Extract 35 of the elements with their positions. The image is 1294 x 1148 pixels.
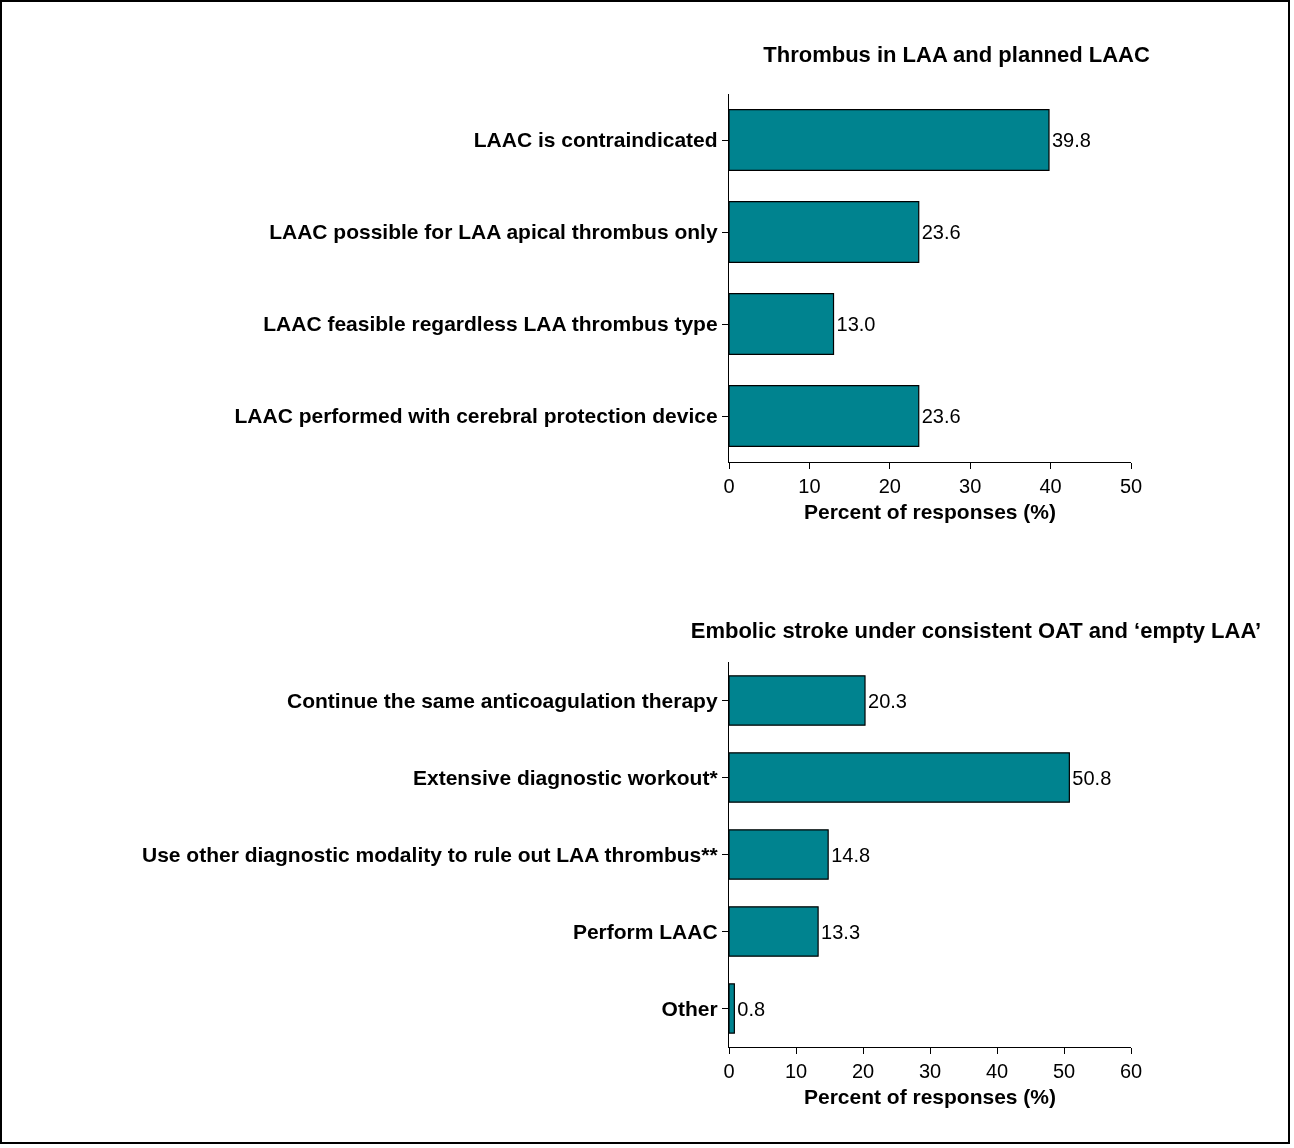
y-tick-label: LAAC feasible regardless LAA thrombus type [263, 312, 718, 336]
x-tick-label: 60 [1119, 1060, 1143, 1083]
x-tick-label: 0 [723, 1060, 735, 1083]
y-tick-label: Continue the same anticoagulation therapy [287, 688, 718, 712]
y-tick-label: LAAC is contraindicated [473, 128, 718, 152]
x-tick-label: 40 [1039, 475, 1062, 498]
data-label: 13.0 [836, 313, 876, 335]
x-tick-label: 50 [1119, 475, 1143, 498]
data-label: 14.8 [831, 843, 871, 866]
x-tick-label: 0 [723, 475, 735, 498]
x-tick-label: 40 [985, 1060, 1009, 1083]
y-tick-label: Use other diagnostic modality to rule out LAA thrombus** [142, 842, 719, 866]
x-axis-title: Percent of responses (%) [803, 500, 1057, 524]
data-label: 39.8 [1051, 129, 1091, 151]
data-label: 20.3 [868, 689, 907, 712]
data-label: 13.3 [821, 920, 861, 943]
y-tick-label: Other [661, 996, 718, 1020]
x-tick-label: 50 [1052, 1060, 1076, 1083]
x-tick-label: 30 [959, 475, 982, 498]
data-label: 23.6 [921, 405, 961, 427]
x-tick-label: 10 [784, 1060, 808, 1083]
data-label: 50.8 [1072, 766, 1112, 789]
x-tick-label: 20 [851, 1060, 875, 1083]
y-tick-label: Extensive diagnostic workout* [413, 765, 719, 789]
x-tick-label: 30 [918, 1060, 942, 1083]
x-tick-label: 10 [798, 475, 821, 498]
data-label: 0.8 [737, 997, 766, 1020]
chart-title: Embolic stroke under consistent OAT and ‘empty LAA’ [690, 617, 1262, 643]
chart-title: Thrombus in LAA and planned LAAC [763, 41, 1151, 67]
y-tick-label: LAAC performed with cerebral protection device [234, 404, 718, 428]
y-tick-label: Perform LAAC [572, 919, 718, 943]
x-axis-title: Percent of responses (%) [803, 1085, 1057, 1109]
data-label: 23.6 [921, 221, 961, 243]
y-tick-label: LAAC possible for LAA apical thrombus only [269, 220, 718, 244]
x-tick-label: 20 [878, 475, 901, 498]
